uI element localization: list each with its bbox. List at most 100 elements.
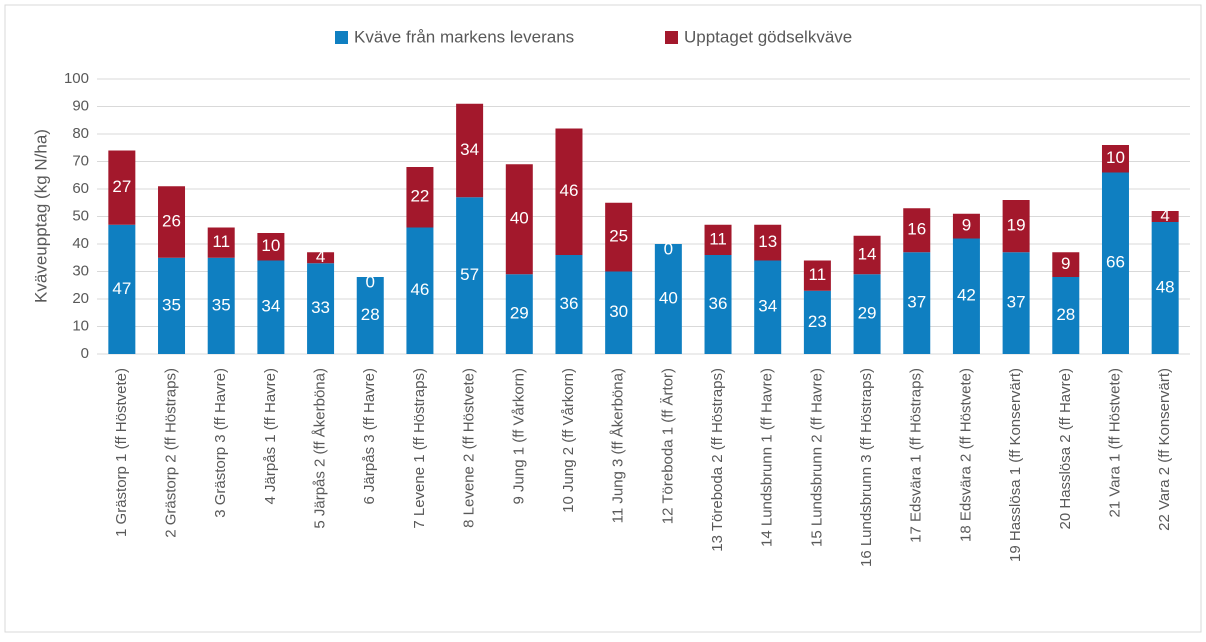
value-label: 30 [609,302,628,321]
bar-segment [555,255,583,354]
value-label: 11 [809,265,827,284]
chart-border [4,4,1202,633]
value-label: 37 [907,293,926,312]
bar-segment [1151,222,1179,354]
value-label: 13 [758,232,777,251]
bar-segment [853,274,881,354]
value-label: 22 [410,187,429,206]
bar-segment [654,244,682,354]
value-label: 10 [261,236,280,255]
x-tick-label: 3 Grästorp 3 (ff Havre) [212,368,229,518]
y-tick-label: 0 [81,345,89,362]
bar-segment [108,224,136,354]
bar-segment [952,238,980,354]
y-tick-label: 80 [72,125,89,142]
y-tick-label: 50 [72,207,89,224]
bar-segment [356,277,384,354]
bar-segment [1052,252,1080,277]
bar-segment [505,164,533,275]
bar-segment [754,260,782,354]
x-tick-label: 20 Hasslösa 2 (ff Havre) [1057,368,1074,529]
value-label: 11 [212,232,230,251]
y-tick-label: 40 [72,235,89,252]
value-label: 29 [510,304,529,323]
value-label: 40 [510,209,529,228]
y-tick-label: 70 [72,152,89,169]
value-label: 46 [560,181,579,200]
value-label: 19 [1007,216,1026,235]
bar-segment [207,257,235,354]
bar-segment [754,224,782,261]
value-label: 26 [162,211,181,230]
bar-segment [1002,252,1030,354]
y-tick-label: 20 [72,290,89,307]
bar-segment [704,224,732,255]
y-tick-label: 30 [72,262,89,279]
x-tick-label: 4 Järpås 1 (ff Havre) [262,368,279,504]
bar-segment [257,260,285,354]
value-label: 28 [1056,305,1075,324]
x-tick-label: 2 Grästorp 2 (ff Höstraps) [162,368,179,538]
legend-label: Upptaget gödselkväve [684,27,852,46]
value-label: 37 [1007,293,1026,312]
bar-segment [257,233,285,261]
value-label: 35 [212,295,231,314]
x-tick-label: 21 Vara 1 (ff Höstvete) [1106,368,1123,518]
legend-label: Kväve från markens leverans [354,27,574,46]
x-tick-label: 16 Lundsbrunn 3 (ff Höstraps) [858,368,875,567]
value-label: 9 [1061,254,1070,273]
bar-segment [1052,277,1080,354]
value-label: 34 [758,297,777,316]
bar-segment [903,208,931,253]
value-label: 40 [659,288,678,307]
value-label: 16 [907,220,926,239]
value-label: 9 [962,216,971,235]
value-label: 42 [957,286,976,305]
bar-segment [1002,200,1030,253]
x-tick-label: 17 Edsvära 1 (ff Höstraps) [908,368,925,543]
x-tick-label: 12 Töreboda 1 (ff Ärtor) [659,368,676,524]
bar-segment [158,257,186,354]
bar-segment [108,150,136,225]
bar-segment [158,186,186,258]
value-label: 27 [112,177,131,196]
value-label: 47 [112,279,131,298]
value-label: 34 [261,297,280,316]
x-tick-label: 10 Jung 2 (ff Vårkorn) [560,368,577,513]
value-label: 36 [560,294,579,313]
x-tick-label: 6 Järpås 3 (ff Havre) [361,368,378,504]
bar-segment [704,255,732,354]
bar-segment [406,167,434,228]
x-tick-label: 9 Jung 1 (ff Vårkorn) [510,368,527,504]
value-label: 66 [1106,253,1125,272]
value-label: 35 [162,295,181,314]
bar-segment [1151,211,1179,222]
x-tick-label: 13 Töreboda 2 (ff Höstraps) [709,368,726,552]
bar-segment [803,260,831,291]
legend-swatch [335,31,348,44]
x-tick-label: 15 Lundsbrunn 2 (ff Havre) [808,368,825,547]
value-label: 28 [361,305,380,324]
y-tick-label: 60 [72,180,89,197]
bar-segment [307,263,335,354]
bar-segment [207,227,235,258]
y-axis-label: Kväveupptag (kg N/ha) [31,129,50,303]
value-label: 0 [366,272,375,291]
value-label: 46 [410,280,429,299]
value-label: 4 [1160,206,1169,225]
bar-segment [406,227,434,354]
bar-segment [605,202,633,272]
x-tick-label: 7 Levene 1 (ff Höstraps) [411,368,428,529]
value-label: 33 [311,298,330,317]
bar-segment [803,290,831,354]
bar-segment [555,128,583,255]
x-tick-label: 22 Vara 2 (ff Konservärt) [1156,368,1173,531]
bar-segment [952,213,980,239]
x-tick-label: 18 Edsvära 2 (ff Höstvete) [957,368,974,542]
bar-segment [853,235,881,275]
x-tick-label: 14 Lundsbrunn 1 (ff Havre) [759,368,776,547]
bar-segment [505,274,533,354]
x-tick-label: 5 Järpås 2 (ff Åkerböna) [312,368,329,529]
value-label: 10 [1106,148,1125,167]
